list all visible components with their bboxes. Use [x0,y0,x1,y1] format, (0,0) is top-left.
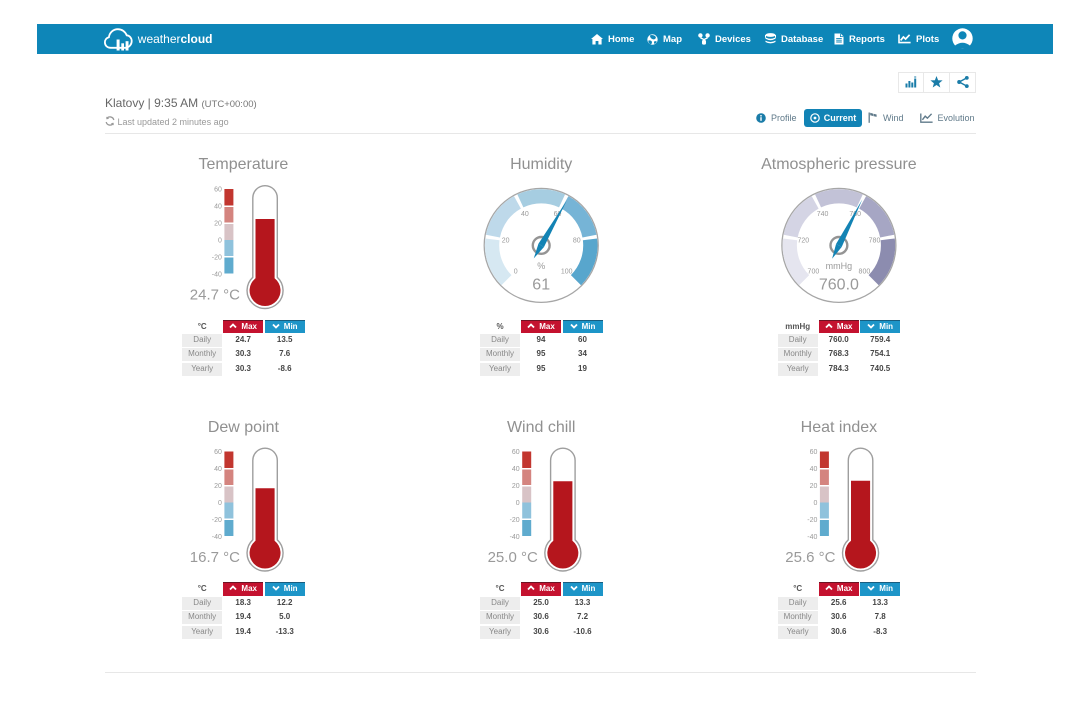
svg-text:720: 720 [797,237,809,244]
svg-text:780: 780 [869,237,881,244]
svg-text:40: 40 [521,211,529,218]
svg-text:0: 0 [218,500,222,507]
svg-text:0: 0 [218,238,222,245]
svg-text:-40: -40 [212,272,222,279]
svg-text:20: 20 [810,483,818,490]
svg-text:20: 20 [502,237,510,244]
svg-text:0: 0 [813,500,817,507]
svg-text:25.0 °C: 25.0 °C [488,549,538,566]
svg-text:80: 80 [573,237,581,244]
svg-text:60: 60 [512,449,520,456]
svg-text:20: 20 [512,483,520,490]
svg-text:-20: -20 [807,517,817,524]
svg-text:16.7 °C: 16.7 °C [190,549,240,566]
svg-text:60: 60 [810,449,818,456]
svg-text:25.6 °C: 25.6 °C [785,549,835,566]
svg-text:40: 40 [214,466,222,473]
svg-text:-20: -20 [212,255,222,262]
svg-text:0: 0 [514,268,518,275]
svg-text:0: 0 [516,500,520,507]
svg-text:760.0: 760.0 [819,277,859,294]
svg-text:20: 20 [214,483,222,490]
svg-text:40: 40 [810,466,818,473]
svg-text:40: 40 [214,204,222,211]
svg-text:61: 61 [532,277,550,294]
svg-text:60: 60 [554,211,562,218]
svg-text:800: 800 [859,268,871,275]
svg-text:60: 60 [214,187,222,194]
svg-text:%: % [537,261,545,271]
svg-text:-40: -40 [807,534,817,541]
svg-text:-40: -40 [212,534,222,541]
svg-text:740: 740 [817,211,829,218]
svg-text:20: 20 [214,221,222,228]
svg-text:-20: -20 [212,517,222,524]
svg-text:-20: -20 [510,517,520,524]
svg-text:mmHg: mmHg [826,261,853,271]
svg-text:-40: -40 [510,534,520,541]
svg-text:24.7 °C: 24.7 °C [190,287,240,304]
svg-text:60: 60 [214,449,222,456]
svg-text:100: 100 [561,268,573,275]
svg-text:40: 40 [512,466,520,473]
svg-text:700: 700 [808,268,820,275]
